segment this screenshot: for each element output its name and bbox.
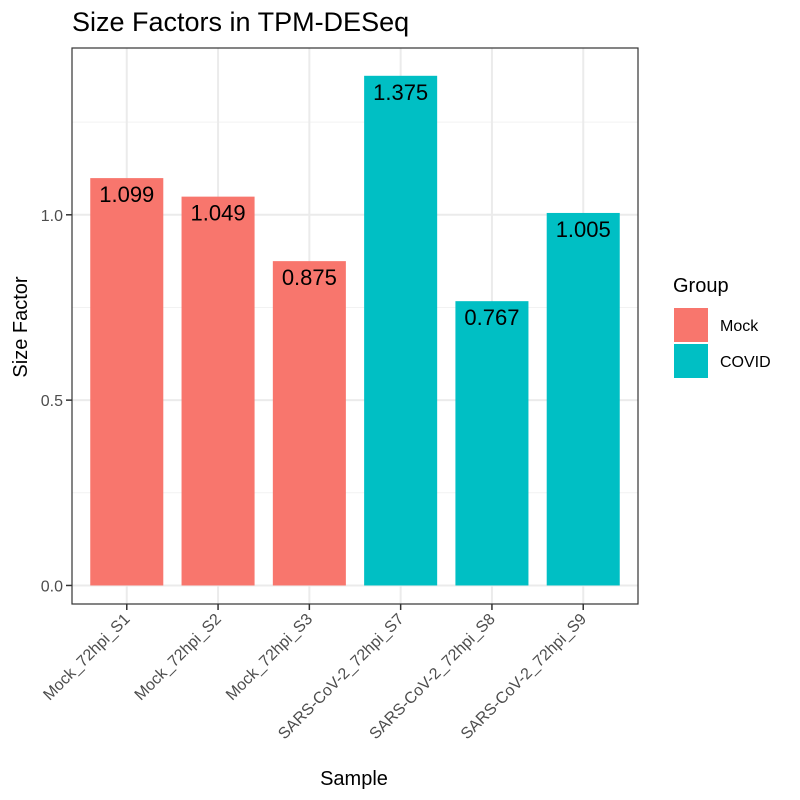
y-axis-title: Size Factor <box>10 276 32 377</box>
panel-background <box>72 48 638 604</box>
bar <box>90 178 164 586</box>
y-tick-label: 1.0 <box>41 208 63 225</box>
data-label: 1.005 <box>556 217 611 242</box>
chart-title: Size Factors in TPM-DESeq <box>72 7 409 37</box>
y-tick-label: 0.5 <box>41 393 63 410</box>
legend: Group Mock COVID <box>673 275 771 378</box>
panel-border-rect <box>71 47 639 605</box>
x-tick-label: Mock_72hpi_S3 <box>223 611 316 704</box>
y-axis: 0.0 0.5 1.0 <box>41 208 72 595</box>
x-tick-label: Mock_72hpi_S1 <box>40 611 133 704</box>
panel-border <box>71 47 639 605</box>
bar <box>546 212 620 586</box>
legend-label: COVID <box>720 354 771 371</box>
legend-label: Mock <box>720 318 759 335</box>
y-tick-label: 0.0 <box>41 578 63 595</box>
bar <box>455 301 529 586</box>
legend-title: Group <box>673 275 729 297</box>
data-label: 0.767 <box>464 305 519 330</box>
data-label: 1.375 <box>373 80 428 105</box>
bar <box>364 75 438 586</box>
data-label: 1.099 <box>99 182 154 207</box>
legend-key <box>674 308 708 342</box>
x-tick-label: Mock_72hpi_S2 <box>132 611 225 704</box>
x-axis: Mock_72hpi_S1Mock_72hpi_S2Mock_72hpi_S3S… <box>40 604 590 743</box>
legend-key <box>674 344 708 378</box>
data-label: 1.049 <box>191 201 246 226</box>
data-labels: 1.099 1.049 0.875 1.375 0.767 1.005 <box>99 80 611 330</box>
plot-panel <box>72 48 638 604</box>
bars <box>90 75 620 586</box>
data-label: 0.875 <box>282 265 337 290</box>
bar <box>181 196 255 586</box>
x-axis-title: Sample <box>320 768 388 790</box>
bar <box>272 261 346 586</box>
